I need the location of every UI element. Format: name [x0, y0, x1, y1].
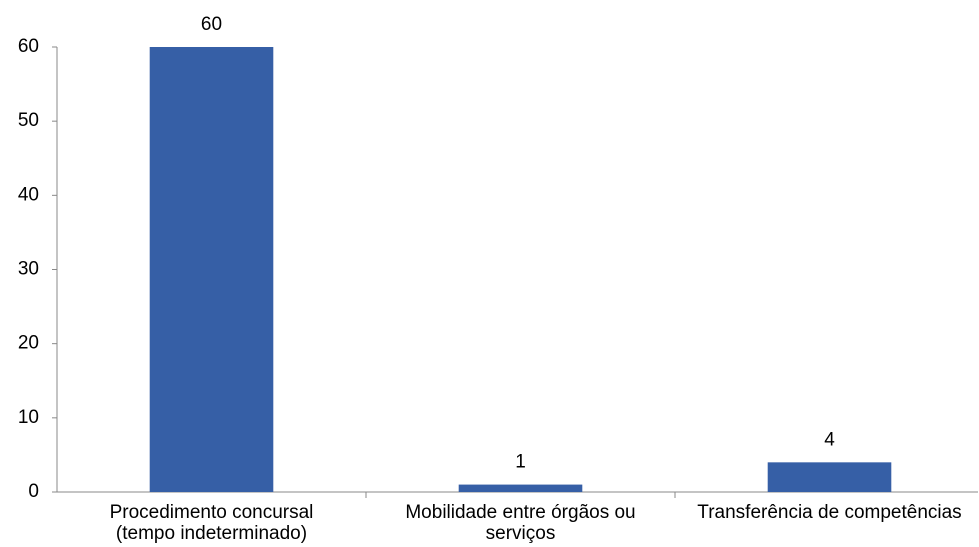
- y-tick-label: 10: [18, 407, 39, 428]
- y-tick-label: 0: [28, 481, 39, 502]
- x-tick-label: Mobilidade entre órgãos ou serviços: [405, 502, 636, 544]
- bar: [458, 484, 583, 492]
- x-tick-label: Transferência de competências: [697, 502, 962, 523]
- y-tick-label: 20: [18, 333, 39, 354]
- x-tick-label: Procedimento concursal (tempo indetermin…: [109, 502, 314, 544]
- data-label: 4: [824, 429, 835, 450]
- y-tick-label: 30: [18, 259, 39, 280]
- y-tick-label: 60: [18, 36, 39, 57]
- y-tick-label: 50: [18, 110, 39, 131]
- bar: [767, 462, 892, 492]
- y-tick-label: 40: [18, 184, 39, 205]
- data-label: 1: [515, 452, 526, 473]
- data-label: 60: [201, 14, 222, 35]
- bar: [149, 47, 274, 492]
